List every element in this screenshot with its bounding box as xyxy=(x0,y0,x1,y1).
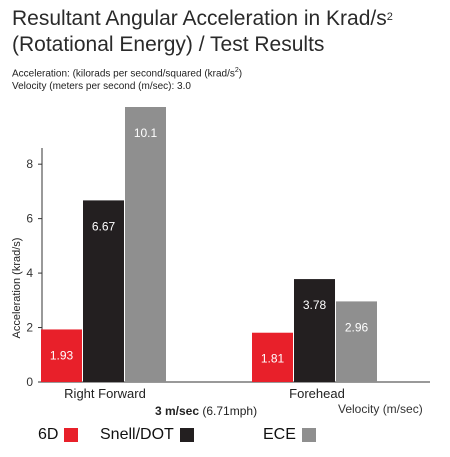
legend-item-snell-dot: Snell/DOT xyxy=(100,426,194,444)
legend-label: ECE xyxy=(263,426,296,443)
chart-title: Resultant Angular Acceleration in Krad/s… xyxy=(12,6,442,58)
legend-swatch xyxy=(301,428,316,442)
y-tick-label: 0 xyxy=(26,375,33,389)
y-tick-label: 4 xyxy=(26,266,33,280)
bar-ece xyxy=(125,107,166,382)
x-speed-note-rest: (6.71mph) xyxy=(202,404,257,418)
bar-value-label: 3.78 xyxy=(303,298,327,312)
legend-swatch xyxy=(64,428,79,442)
legend-item-ece: ECE xyxy=(263,426,316,444)
bar-value-label: 2.96 xyxy=(345,320,369,334)
subtitle-acceleration-end: ) xyxy=(238,68,243,80)
x-speed-note: 3 m/sec (6.71mph) xyxy=(155,404,257,418)
y-tick-label: 2 xyxy=(26,321,33,335)
x-category-label: Forehead xyxy=(289,386,345,401)
x-axis-title: Velocity (m/sec) xyxy=(338,402,423,416)
bar-6d xyxy=(41,329,82,382)
subtitle-velocity: Velocity (meters per second (m/sec): 3.0 xyxy=(12,81,191,92)
subtitle-acceleration: Acceleration: (kilorads per second/squar… xyxy=(12,67,242,79)
subtitle-acceleration-text: Acceleration: (kilorads per second/squar… xyxy=(12,68,235,80)
bar-6d xyxy=(252,332,293,382)
title-superscript: 2 xyxy=(386,11,393,23)
bar-snell-dot xyxy=(294,279,335,382)
bar-value-label: 6.67 xyxy=(92,219,116,233)
legend-label: 6D xyxy=(38,426,59,443)
x-category-label: Right Forward xyxy=(64,386,146,401)
bar-value-label: 1.81 xyxy=(261,352,285,366)
y-axis-title: Acceleration (krad/s) xyxy=(11,238,23,339)
subtitle-acceleration-sup: 2 xyxy=(234,67,239,74)
title-line-2: (Rotational Energy) / Test Results xyxy=(12,33,325,56)
bar-snell-dot xyxy=(83,200,124,382)
title-line-1: Resultant Angular Acceleration in Krad/s xyxy=(12,7,387,30)
y-tick-label: 6 xyxy=(26,212,33,226)
y-tick-label: 8 xyxy=(26,157,33,171)
chart-legend: 6D Snell/DOT ECE xyxy=(10,426,440,450)
bar-ece xyxy=(336,301,377,382)
bar-chart: 0 2 4 6 8 Acceleration (krad/s) 1.93 1.81 6.67 3.… xyxy=(11,107,430,418)
bar-value-label: 1.93 xyxy=(50,348,74,362)
legend-item-6d: 6D xyxy=(38,426,79,444)
legend-label: Snell/DOT xyxy=(100,426,174,443)
bar-value-label: 10.1 xyxy=(134,126,158,140)
x-speed-note-bold: 3 m/sec xyxy=(155,404,202,418)
legend-swatch xyxy=(179,428,194,442)
